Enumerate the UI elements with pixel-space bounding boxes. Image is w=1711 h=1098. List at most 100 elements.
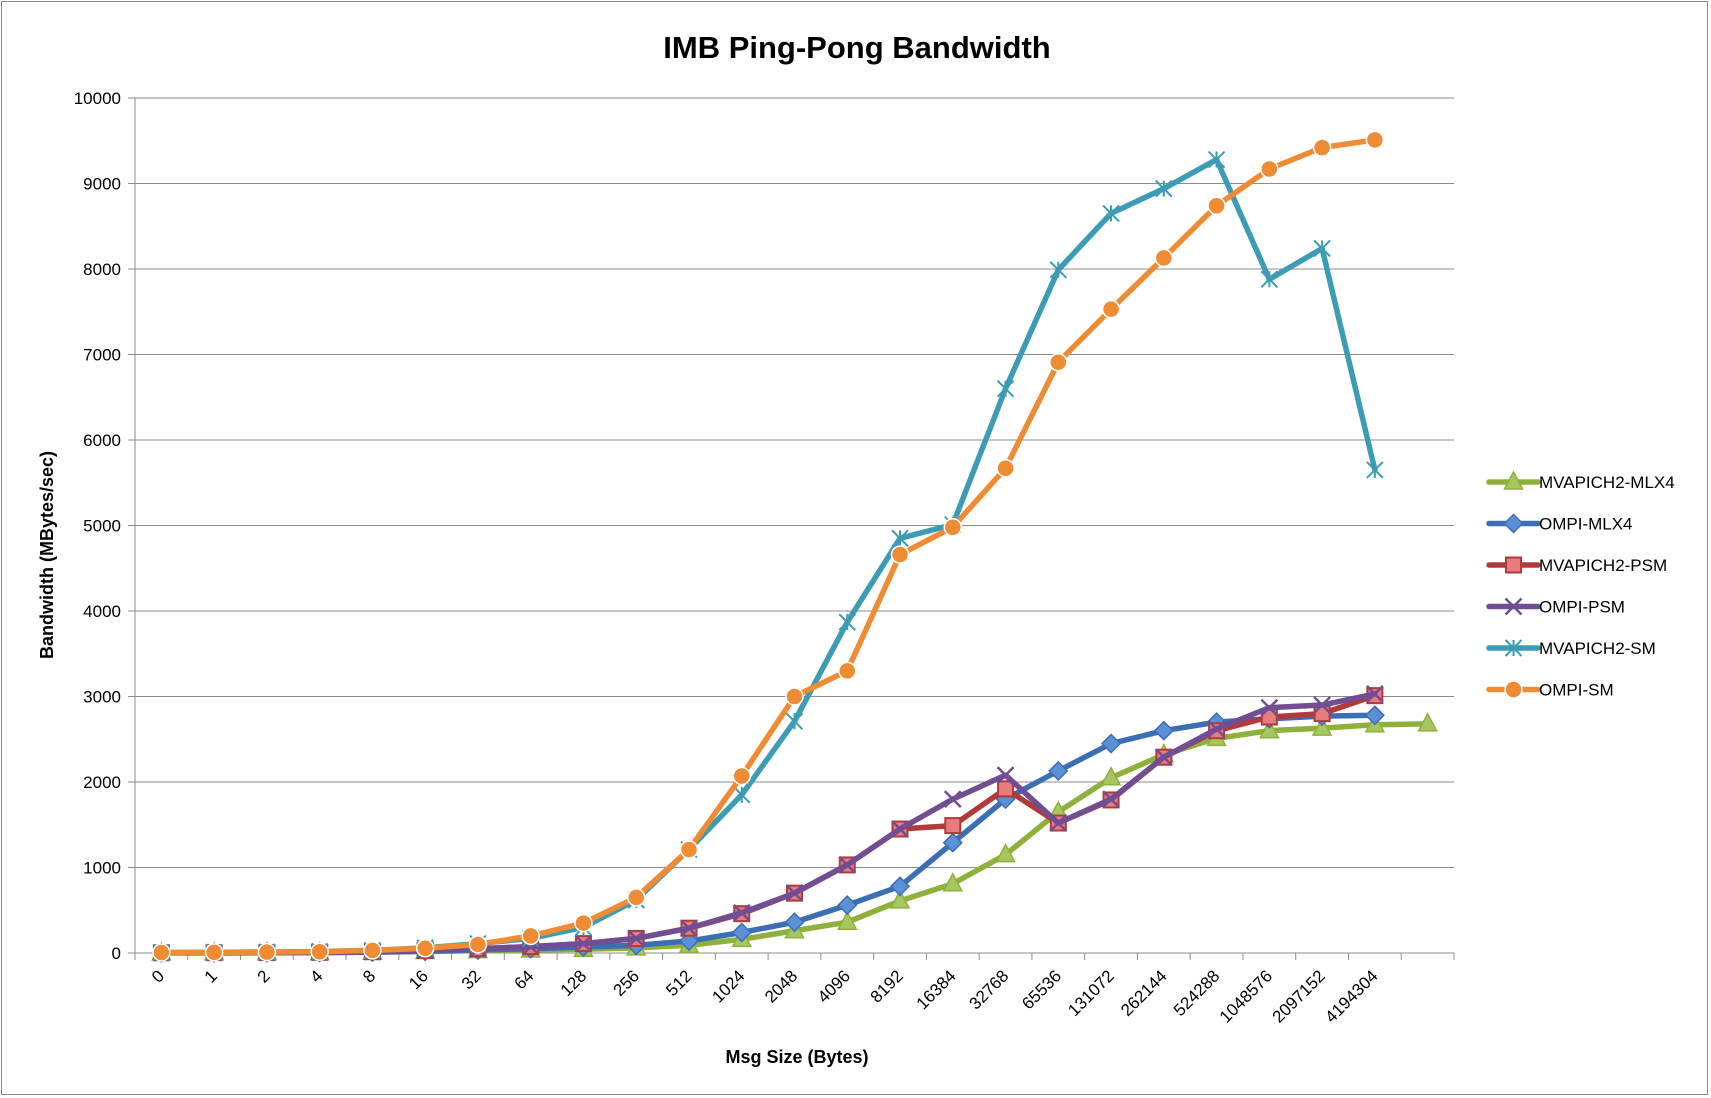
- x-tick-label: 8: [359, 966, 379, 986]
- y-tick-label: 4000: [83, 602, 121, 621]
- data-point: [204, 943, 224, 962]
- data-point: [890, 545, 910, 564]
- data-point: [1207, 196, 1226, 215]
- x-tick-label: 4: [306, 966, 326, 986]
- x-tick-label: 32: [458, 966, 485, 993]
- data-point: [996, 379, 1015, 398]
- data-point: [310, 942, 329, 961]
- legend-label: OMPI-SM: [1539, 681, 1614, 700]
- legend-label: MVAPICH2-PSM: [1539, 556, 1667, 575]
- data-point: [1049, 814, 1068, 832]
- x-tick-label: 8192: [867, 966, 907, 1006]
- y-tick-labels: 0 1000 2000 3000 4000 5000 6000 7000 8000 9000 100…: [74, 89, 121, 963]
- data-point: [1102, 790, 1120, 808]
- data-point: [1049, 261, 1068, 279]
- legend-item: MVAPICH2-SM: [1486, 639, 1656, 658]
- legend-label: OMPI-PSM: [1539, 598, 1625, 617]
- data-point: [1260, 698, 1279, 717]
- y-tick-label: 8000: [83, 260, 121, 279]
- x-tick-label: 16: [405, 966, 432, 993]
- data-point: [1313, 705, 1331, 723]
- x-tick-label: 64: [511, 966, 538, 993]
- data-point: [996, 766, 1015, 785]
- data-point: [468, 935, 488, 954]
- legend-marker: [1504, 680, 1523, 699]
- data-point: [1260, 159, 1279, 179]
- x-tick-label: 0: [148, 966, 168, 986]
- data-point: [1260, 270, 1279, 288]
- data-point: [1313, 696, 1331, 714]
- data-point: [996, 458, 1015, 478]
- x-tick-label: 16384: [913, 966, 960, 1013]
- y-tick-label: 5000: [83, 517, 121, 536]
- data-point: [731, 922, 752, 943]
- data-point: [889, 876, 911, 897]
- x-tick-label: 32768: [966, 966, 1013, 1013]
- data-point: [1312, 138, 1332, 157]
- y-tick-label: 3000: [83, 688, 121, 707]
- data-point: [1207, 720, 1226, 738]
- y-tick-label: 10000: [74, 89, 121, 108]
- data-point: [627, 929, 646, 948]
- data-point: [1153, 720, 1174, 741]
- legend-marker: [1504, 639, 1523, 657]
- legend-item: OMPI-PSM: [1486, 598, 1625, 617]
- data-point: [1100, 766, 1122, 786]
- y-tick-label: 6000: [83, 431, 121, 450]
- data-point: [732, 903, 751, 922]
- data-point: [1259, 719, 1280, 739]
- x-tick-label: 262144: [1117, 966, 1171, 1020]
- series-line: [158, 156, 1378, 956]
- data-point: [838, 613, 856, 631]
- legend-marker: [1505, 556, 1522, 574]
- x-tick-label: 128: [557, 966, 590, 999]
- legend: MVAPICH2-MLX4 OMPI-MLX4 MVAPICH2-PSM OMPI-P…: [1486, 470, 1675, 700]
- x-tick-label: 1048576: [1216, 966, 1276, 1026]
- x-tick-labels: 0 1 2 4 8 16 32 64 128 256 512 1024 2048 4096 8192 1638…: [148, 966, 1382, 1026]
- legend-label: MVAPICH2-SM: [1539, 639, 1656, 658]
- y-tick-label: 2000: [83, 773, 121, 792]
- data-point: [680, 919, 698, 938]
- x-tick-label: 1024: [708, 966, 748, 1006]
- x-tick-label: 2: [254, 966, 274, 986]
- legend-marker: [1503, 470, 1524, 490]
- series-line: [158, 712, 1378, 956]
- legend-marker: [1503, 513, 1524, 534]
- data-point: [574, 913, 593, 933]
- data-point: [1365, 685, 1384, 703]
- series-line: [158, 137, 1378, 956]
- data-point: [257, 942, 277, 962]
- data-point: [679, 840, 699, 859]
- data-point: [837, 910, 858, 930]
- data-point: [1048, 760, 1069, 781]
- data-point: [942, 872, 964, 892]
- data-point: [889, 889, 911, 909]
- series-ompi-sm: [152, 130, 1385, 962]
- y-tick-label: 0: [112, 944, 121, 963]
- axes: [128, 97, 1455, 960]
- legend-item: OMPI-SM: [1486, 680, 1614, 700]
- legend-label: OMPI-MLX4: [1539, 515, 1633, 534]
- data-point: [785, 712, 804, 731]
- data-point: [1101, 299, 1121, 319]
- y-tick-label: 9000: [83, 175, 121, 194]
- data-point: [1207, 150, 1226, 169]
- x-tick-label: 2097152: [1269, 966, 1329, 1026]
- chart-title: IMB Ping-Pong Bandwidth: [663, 30, 1050, 65]
- data-point: [1365, 130, 1385, 150]
- data-point: [891, 820, 909, 838]
- data-point: [733, 786, 751, 804]
- data-point: [785, 687, 804, 706]
- data-point: [838, 661, 857, 681]
- data-point: [943, 517, 963, 537]
- x-tick-label: 2048: [761, 966, 801, 1006]
- legend-item: MVAPICH2-PSM: [1486, 556, 1667, 575]
- data-point: [1366, 461, 1384, 479]
- data-point: [1102, 204, 1120, 223]
- data-point: [1311, 716, 1333, 736]
- y-axis-title: Bandwidth (MBytes/sec): [37, 451, 57, 659]
- x-tick-label: 65536: [1018, 966, 1065, 1013]
- x-tick-label: 4194304: [1321, 966, 1381, 1026]
- data-point: [1417, 712, 1438, 732]
- series-mvapich2-sm: [152, 150, 1384, 962]
